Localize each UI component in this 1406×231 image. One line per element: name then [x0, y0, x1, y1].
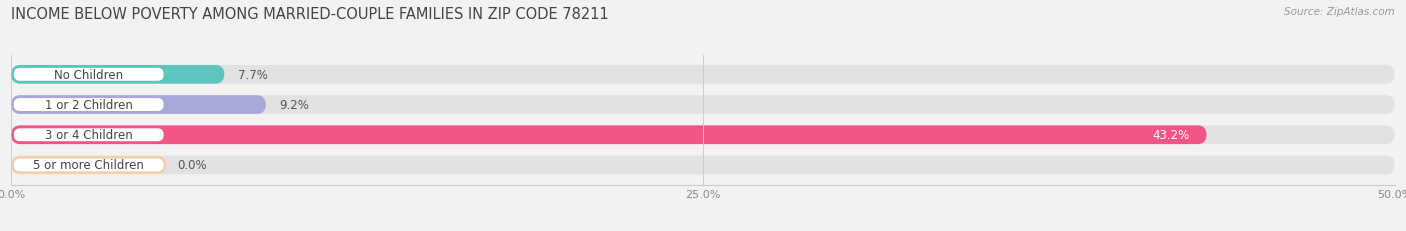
Text: Source: ZipAtlas.com: Source: ZipAtlas.com [1284, 7, 1395, 17]
Text: 43.2%: 43.2% [1153, 129, 1189, 142]
FancyBboxPatch shape [13, 128, 165, 143]
Text: No Children: No Children [55, 69, 124, 82]
Text: 7.7%: 7.7% [238, 69, 269, 82]
Text: 0.0%: 0.0% [177, 159, 207, 172]
FancyBboxPatch shape [13, 98, 165, 112]
Text: 5 or more Children: 5 or more Children [34, 159, 145, 172]
Text: 3 or 4 Children: 3 or 4 Children [45, 129, 132, 142]
FancyBboxPatch shape [11, 126, 1395, 144]
FancyBboxPatch shape [11, 66, 1395, 84]
FancyBboxPatch shape [11, 96, 266, 114]
FancyBboxPatch shape [11, 66, 225, 84]
FancyBboxPatch shape [13, 67, 165, 82]
Text: 9.2%: 9.2% [280, 99, 309, 112]
Text: 1 or 2 Children: 1 or 2 Children [45, 99, 132, 112]
FancyBboxPatch shape [13, 158, 165, 173]
FancyBboxPatch shape [11, 156, 1395, 175]
FancyBboxPatch shape [11, 126, 1206, 144]
FancyBboxPatch shape [11, 96, 1395, 114]
Text: INCOME BELOW POVERTY AMONG MARRIED-COUPLE FAMILIES IN ZIP CODE 78211: INCOME BELOW POVERTY AMONG MARRIED-COUPL… [11, 7, 609, 22]
